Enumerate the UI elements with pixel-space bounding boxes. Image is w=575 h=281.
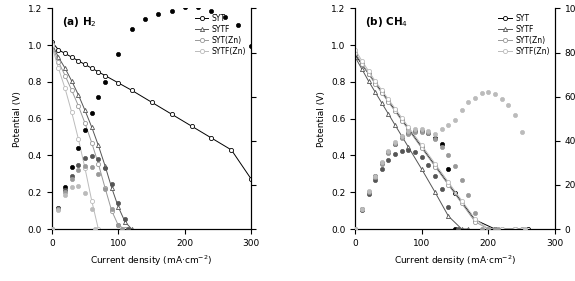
Y-axis label: Potential (V): Potential (V) bbox=[13, 91, 22, 147]
X-axis label: Current density (mA·cm$^{-2}$): Current density (mA·cm$^{-2}$) bbox=[394, 253, 516, 268]
Legend: SYT, SYTF, SYT(Zn), SYTF(Zn): SYT, SYTF, SYT(Zn), SYTF(Zn) bbox=[497, 12, 551, 57]
Text: (b) CH$_4$: (b) CH$_4$ bbox=[365, 15, 408, 29]
Text: (a) H$_2$: (a) H$_2$ bbox=[62, 15, 97, 29]
Y-axis label: Potential (V): Potential (V) bbox=[317, 91, 325, 147]
Legend: SYT, SYTF, SYT(Zn), SYTF(Zn): SYT, SYTF, SYT(Zn), SYTF(Zn) bbox=[193, 12, 248, 57]
X-axis label: Current density (mA·cm$^{-2}$): Current density (mA·cm$^{-2}$) bbox=[90, 253, 213, 268]
